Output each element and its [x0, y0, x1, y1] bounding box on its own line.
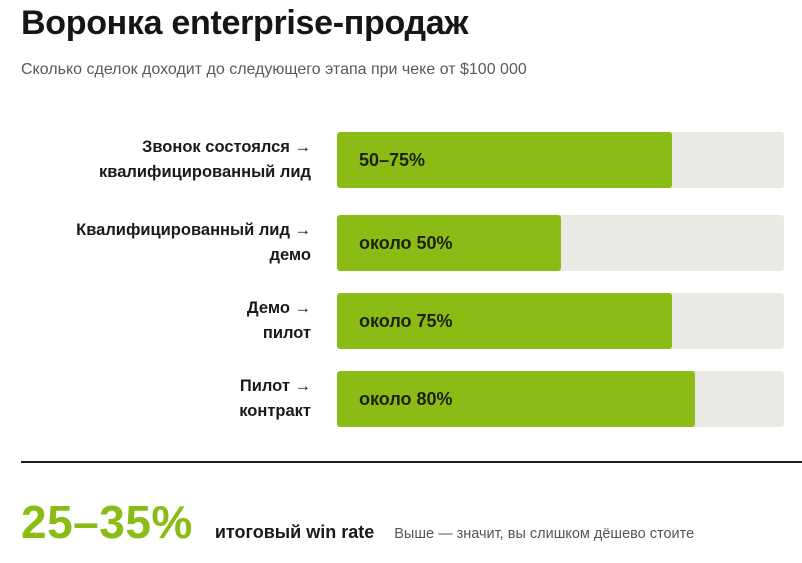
- summary: 25–35% итоговый win rate Выше — значит, …: [21, 496, 694, 556]
- funnel-stage-label: Звонок состоялся → квалифицированный лид: [99, 132, 311, 188]
- bar-value-label: около 75%: [359, 311, 453, 331]
- funnel-stage-label-line2: демо: [269, 246, 312, 264]
- divider: [21, 461, 802, 463]
- bar-track: 50–75%: [337, 132, 784, 188]
- funnel-row: Квалифицированный лид → демо около 50%: [0, 215, 802, 271]
- bar-track: около 75%: [337, 293, 784, 349]
- funnel-stage-label: Пилот → контракт: [239, 371, 311, 427]
- bar: [337, 371, 695, 427]
- page-subtitle: Сколько сделок доходит до следующего эта…: [21, 61, 527, 78]
- funnel-stage-label-line2: контракт: [239, 402, 311, 420]
- win-rate-label: итоговый win rate: [214, 522, 375, 542]
- funnel-stage-label-line2: квалифицированный лид: [99, 163, 311, 181]
- bar-value-label: 50–75%: [359, 150, 426, 170]
- page-title: Воронка enterprise-продаж: [21, 4, 469, 42]
- funnel-stage-label-line1: Демо →: [246, 299, 311, 317]
- funnel-stage-label-line1: Квалифицированный лид →: [76, 221, 311, 239]
- funnel-stage-label-line2: пилот: [262, 324, 311, 342]
- funnel-stage-label: Квалифицированный лид → демо: [76, 215, 311, 271]
- bar-track: около 80%: [337, 371, 784, 427]
- funnel-stage-label-line1: Звонок состоялся →: [142, 138, 311, 156]
- funnel-chart: Звонок состоялся → квалифицированный лид 5…: [0, 132, 802, 427]
- funnel-row: Демо → пилот около 75%: [0, 293, 802, 349]
- funnel-stage-label-line1: Пилот →: [239, 377, 311, 395]
- bar: [337, 132, 672, 188]
- bar: [337, 293, 672, 349]
- bar-value-label: около 50%: [359, 233, 453, 253]
- funnel-stage-label: Демо → пилот: [247, 293, 311, 349]
- bar-track: около 50%: [337, 215, 784, 271]
- bar-value-label: около 80%: [359, 389, 453, 409]
- win-rate-note: Выше — значит, вы слишком дёшево стоите: [394, 526, 695, 542]
- funnel-row: Звонок состоялся → квалифицированный лид 5…: [0, 132, 802, 188]
- bar: [337, 215, 561, 271]
- win-rate-value: 25–35%: [21, 496, 193, 548]
- funnel-row: Пилот → контракт около 80%: [0, 371, 802, 427]
